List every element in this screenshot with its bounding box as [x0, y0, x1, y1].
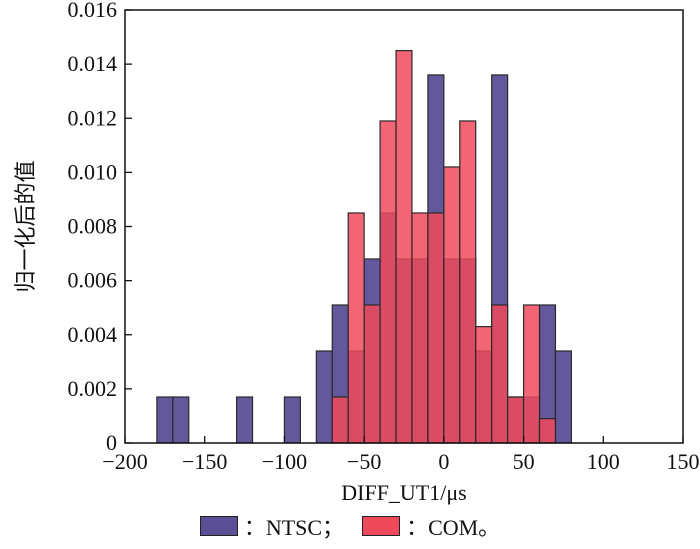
bar-com: [491, 304, 509, 444]
y-tick-label: 0.002: [68, 376, 118, 401]
ticks-layer: −200 −150 −100 −50 0 50 100 150 0 0.002 0.004 0.006…: [68, 0, 700, 474]
y-tick-label: 0.008: [68, 214, 118, 239]
histogram-chart: −200 −150 −100 −50 0 50 100 150 0 0.002 0.004 0.006…: [13, 0, 700, 505]
x-tick-label: −200: [102, 449, 147, 474]
bar-ntsc: [156, 396, 174, 444]
legend-label-com: ：COM。: [406, 515, 501, 540]
y-tick-label: 0: [106, 430, 117, 455]
bar-com: [459, 120, 477, 444]
y-tick-label: 0.012: [68, 105, 118, 130]
bar-com: [331, 396, 349, 444]
bar-com: [395, 49, 413, 444]
bar-ntsc: [236, 396, 254, 444]
y-tick-label: 0.004: [68, 322, 118, 347]
x-tick-label: 0: [438, 449, 449, 474]
x-tick-label: 150: [667, 449, 700, 474]
x-axis-label: DIFF_UT1/μs: [341, 480, 466, 505]
bar-com: [507, 396, 525, 444]
bar-ntsc: [315, 350, 333, 444]
bars-layer: [156, 49, 573, 444]
bar-com: [379, 120, 397, 444]
legend-item-ntsc: ：NTSC；: [199, 510, 345, 542]
chart-legend: ：NTSC； ：COM。: [0, 508, 700, 544]
y-axis-label: 归一化后的值: [13, 160, 38, 292]
x-tick-label: 100: [587, 449, 620, 474]
bar-ntsc: [283, 396, 301, 444]
y-tick-label: 0.006: [68, 268, 118, 293]
legend-item-com: ：COM。: [362, 510, 500, 542]
x-tick-label: −100: [262, 449, 307, 474]
bar-com: [347, 212, 365, 444]
legend-swatch-ntsc: [199, 516, 238, 536]
x-tick-label: −50: [347, 449, 381, 474]
bar-com: [538, 418, 557, 444]
bar-com: [427, 212, 445, 444]
bar-com: [411, 212, 429, 444]
legend-label-ntsc: ：NTSC；: [243, 515, 345, 540]
bar-ntsc: [554, 350, 573, 444]
y-tick-label: 0.014: [68, 51, 118, 76]
legend-swatch-com: [362, 516, 401, 536]
x-tick-label: −150: [182, 449, 227, 474]
bar-com: [475, 326, 493, 444]
bar-com: [363, 304, 381, 444]
y-tick-label: 0.016: [68, 0, 118, 22]
bar-com: [522, 304, 541, 444]
bar-ntsc: [172, 396, 190, 444]
x-tick-label: 50: [513, 449, 535, 474]
y-tick-label: 0.010: [68, 159, 118, 184]
bar-com: [443, 166, 461, 444]
